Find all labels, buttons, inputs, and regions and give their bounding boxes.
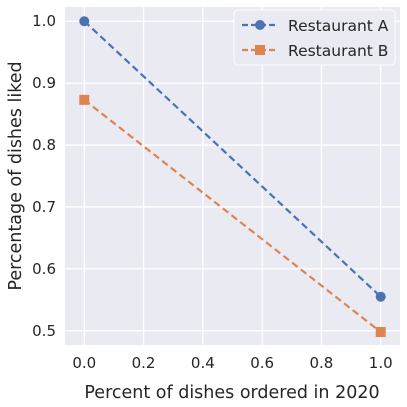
data-point-restaurant-b bbox=[375, 327, 386, 337]
legend-marker-restaurant-b bbox=[255, 45, 265, 55]
x-tick-label: 0.8 bbox=[310, 354, 334, 372]
y-tick-label: 0.8 bbox=[32, 136, 56, 154]
x-tick-label: 0.4 bbox=[191, 354, 215, 372]
series-group bbox=[79, 16, 386, 337]
x-tick-labels: 0.0 0.2 0.4 0.6 0.8 1.0 bbox=[72, 354, 392, 372]
y-tick-label: 0.7 bbox=[32, 198, 56, 216]
y-tick-label: 0.5 bbox=[32, 322, 56, 340]
legend: Restaurant A Restaurant B bbox=[233, 9, 396, 66]
legend-label-restaurant-b: Restaurant B bbox=[288, 42, 388, 60]
series-line-restaurant-b bbox=[83, 98, 382, 333]
series-line-restaurant-a bbox=[83, 20, 382, 298]
x-tick-label: 0.2 bbox=[132, 354, 156, 372]
y-tick-label: 0.6 bbox=[32, 260, 56, 278]
y-tick-label: 0.9 bbox=[32, 74, 56, 92]
x-tick-label: 0.0 bbox=[72, 354, 96, 372]
data-point-restaurant-a bbox=[375, 291, 386, 302]
y-tick-label: 1.0 bbox=[32, 12, 56, 30]
y-tick-labels: 0.5 0.6 0.7 0.8 0.9 1.0 bbox=[32, 12, 56, 340]
grid-lines bbox=[65, 7, 400, 345]
x-axis-label: Percent of dishes ordered in 2020 bbox=[84, 383, 379, 403]
data-point-restaurant-b bbox=[79, 94, 90, 105]
data-point-restaurant-a bbox=[79, 16, 90, 27]
legend-box bbox=[233, 9, 396, 66]
x-tick-label: 1.0 bbox=[369, 354, 393, 372]
y-axis-label: Percentage of dishes liked bbox=[6, 61, 26, 290]
legend-label-restaurant-a: Restaurant A bbox=[288, 17, 389, 35]
legend-marker-restaurant-a bbox=[255, 20, 265, 30]
x-tick-label: 0.6 bbox=[250, 354, 274, 372]
